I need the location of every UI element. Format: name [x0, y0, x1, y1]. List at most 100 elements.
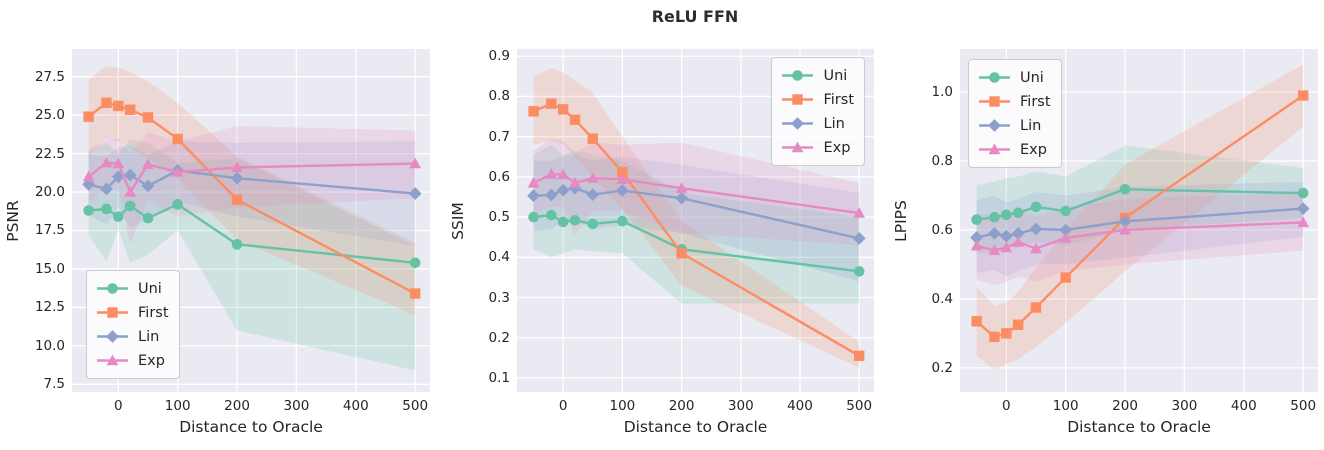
exp-marker	[409, 157, 422, 169]
legend-label: Uni	[138, 280, 162, 297]
lin-legend-marker	[791, 117, 805, 130]
triangle-legend-marker-icon	[782, 141, 814, 153]
first-marker	[617, 166, 628, 178]
uni-marker	[989, 211, 1000, 223]
legend-item-exp: Exp	[978, 138, 1051, 161]
exp-legend-marker	[988, 143, 1001, 155]
uni-marker	[1030, 201, 1042, 213]
lin-marker	[82, 177, 96, 191]
first-marker	[1060, 272, 1071, 283]
lin-marker	[111, 170, 125, 184]
legend-label: Exp	[823, 139, 851, 156]
first-marker	[231, 194, 243, 205]
first-legend-marker	[989, 96, 1000, 107]
uni-legend-marker	[989, 72, 1000, 83]
lin-legend-marker	[988, 119, 1001, 132]
psnr-legend: Uni First Lin Exp	[86, 270, 180, 379]
first-confidence-band	[88, 65, 416, 316]
psnr-plot-canvas	[72, 49, 430, 392]
x-tick-label: 0	[1002, 398, 1011, 414]
ssim-y-axis-label: SSIM	[449, 201, 467, 240]
x-tick-label: 400	[787, 398, 813, 414]
x-tick-label: 300	[1171, 398, 1198, 414]
ssim-x-axis-label: Distance to Oracle	[623, 418, 768, 436]
y-tick-label: 0.8	[931, 153, 953, 170]
uni-marker	[142, 212, 154, 224]
square-legend-marker-icon	[97, 307, 128, 318]
exp-marker	[231, 161, 243, 173]
circle-legend-marker-icon	[97, 283, 128, 294]
uni-marker	[587, 218, 599, 230]
lin-marker	[556, 183, 570, 197]
first-legend-marker	[792, 94, 804, 105]
exp-confidence-band	[88, 125, 416, 245]
y-tick-label: 12.5	[34, 299, 65, 316]
legend-item-first: First	[781, 88, 854, 111]
lpips-legend: Uni First Lin Exp	[968, 59, 1062, 168]
first-confidence-band	[976, 64, 1304, 370]
first-marker	[1001, 328, 1012, 339]
uni-marker	[124, 200, 136, 212]
uni-marker	[1060, 205, 1071, 217]
lin-marker	[999, 229, 1013, 243]
y-tick-label: 0.4	[931, 290, 953, 307]
subplot-psnr: PSNR Distance to Oracle Uni First Lin Exp 7…	[4, 49, 430, 436]
legend-label: Exp	[138, 352, 165, 369]
y-tick-label: 0.8	[488, 88, 510, 105]
x-tick-label: 100	[164, 398, 191, 414]
exp-marker	[853, 207, 866, 218]
x-tick-label: 300	[283, 398, 310, 414]
exp-marker	[112, 157, 125, 169]
figure-title: ReLU FFN	[651, 7, 739, 26]
lin-marker	[1011, 227, 1025, 240]
uni-confidence-band	[88, 139, 416, 371]
x-tick-label: 200	[1112, 398, 1138, 414]
uni-marker	[1012, 207, 1024, 219]
y-tick-label: 7.5	[43, 376, 65, 393]
legend-item-lin: Lin	[781, 112, 854, 135]
legend-label: Lin	[138, 328, 160, 345]
exp-marker	[171, 166, 184, 177]
psnr-y-axis-label: PSNR	[4, 199, 22, 242]
x-tick-label: 500	[846, 398, 873, 414]
exp-legend-marker	[106, 354, 119, 366]
subplot-ssim: SSIM Distance to Oracle Uni First Lin Exp 0…	[449, 48, 874, 436]
first-marker	[113, 100, 124, 112]
y-tick-label: 15.0	[34, 260, 65, 277]
uni-marker	[409, 257, 421, 269]
y-tick-label: 0.9	[488, 48, 510, 65]
circle-legend-marker-icon	[782, 70, 814, 81]
y-tick-label: 22.5	[34, 145, 65, 162]
diamond-legend-marker-icon	[97, 330, 128, 343]
square-legend-marker-icon	[782, 94, 814, 105]
lpips-x-axis-label: Distance to Oracle	[1067, 418, 1211, 436]
y-tick-label: 0.2	[488, 329, 510, 346]
triangle-legend-marker-icon	[97, 354, 128, 366]
first-confidence-band	[533, 68, 860, 368]
lin-marker	[527, 189, 540, 203]
lin-marker	[1118, 214, 1132, 228]
legend-label: Uni	[1020, 69, 1044, 86]
diamond-legend-marker-icon	[782, 117, 814, 130]
lin-marker	[408, 187, 422, 200]
y-tick-label: 0.7	[488, 128, 510, 145]
exp-marker	[124, 186, 137, 197]
uni-marker	[617, 215, 628, 227]
x-tick-label: 0	[558, 398, 568, 414]
subplot-lpips: LPIPS Distance to Oracle Uni First Lin Exp …	[892, 49, 1318, 436]
triangle-legend-marker-icon	[979, 143, 1010, 155]
first-marker	[569, 114, 581, 125]
x-tick-label: 100	[1052, 398, 1079, 414]
y-tick-label: 20.0	[34, 184, 65, 201]
first-marker	[1012, 319, 1024, 330]
uni-marker	[172, 199, 183, 210]
y-tick-label: 10.0	[34, 337, 65, 354]
lin-marker	[675, 191, 688, 205]
first-marker	[172, 133, 183, 145]
exp-marker	[1012, 236, 1025, 247]
y-tick-label: 17.5	[34, 222, 65, 239]
exp-marker	[1297, 216, 1310, 228]
uni-marker	[569, 214, 581, 226]
legend-label: Lin	[1020, 117, 1042, 134]
